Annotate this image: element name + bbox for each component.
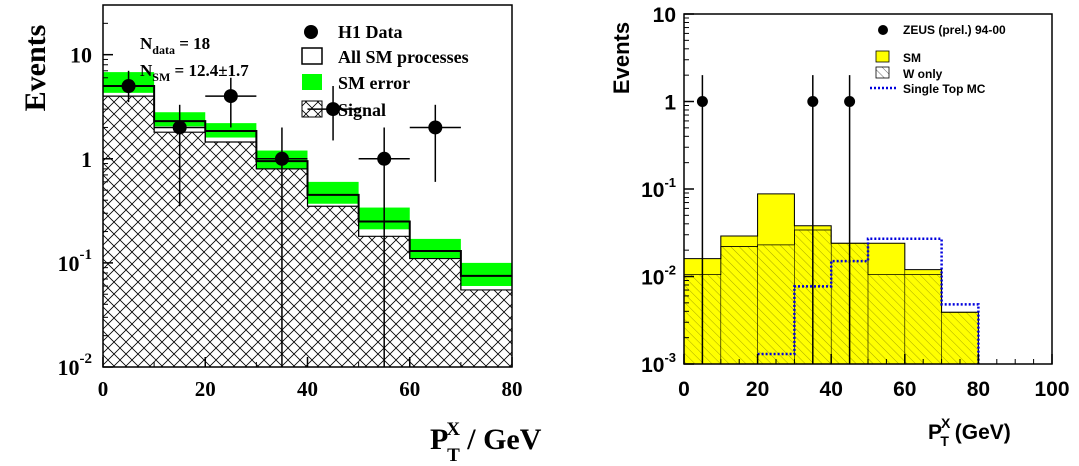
x-tick-label: 60 bbox=[893, 378, 916, 401]
y-tick-label: 10 bbox=[70, 43, 92, 68]
legend-swatch-sm-error bbox=[302, 74, 322, 90]
signal-bin bbox=[103, 96, 155, 367]
left-x-axis-label: PX T / GeV bbox=[430, 419, 542, 466]
signal-bin bbox=[205, 141, 257, 367]
y-tick-label: 1 bbox=[664, 92, 676, 115]
signal-bin bbox=[409, 258, 461, 367]
legend-swatch-sm-yellow bbox=[875, 50, 890, 63]
x-tick-label: 20 bbox=[746, 378, 769, 401]
right-legend: ZEUS (prel.) 94-00 SM W only Single Top … bbox=[870, 23, 1006, 96]
data-point bbox=[274, 151, 289, 166]
zeus-point bbox=[807, 96, 819, 107]
x-tick-label: 20 bbox=[195, 377, 216, 401]
w-only-bin bbox=[904, 274, 942, 364]
x-tick-label: 60 bbox=[399, 377, 420, 401]
y-tick-label: 10-2 bbox=[641, 263, 676, 290]
w-only-bin bbox=[757, 244, 795, 364]
data-point bbox=[121, 79, 136, 94]
data-point bbox=[326, 102, 341, 117]
nsm-annotation: NSM = 12.4±1.7 bbox=[140, 61, 249, 84]
legend-label-sm-error: SM error bbox=[338, 73, 410, 93]
sm-error-band-bin bbox=[460, 262, 512, 286]
x-tick-label: 0 bbox=[678, 378, 690, 401]
y-tick-label: 10-2 bbox=[58, 351, 93, 380]
legend-swatch-w-only bbox=[875, 66, 890, 79]
x-tick-label: 40 bbox=[820, 378, 843, 401]
x-tick-label: 80 bbox=[967, 378, 990, 401]
zeus-point bbox=[844, 96, 856, 107]
signal-bin bbox=[460, 289, 512, 367]
right-y-axis-label: Events bbox=[609, 22, 634, 94]
legend-marker-data bbox=[304, 25, 318, 39]
sm-error-band-bin bbox=[307, 181, 359, 204]
single-top-line bbox=[757, 237, 980, 364]
y-tick-label: 10-1 bbox=[641, 175, 676, 202]
legend-swatch-signal bbox=[301, 100, 323, 118]
x-tick-label: 0 bbox=[98, 377, 109, 401]
x-tick-label: 100 bbox=[1034, 378, 1069, 401]
w-only-bin bbox=[941, 312, 979, 364]
legend-label-zeus: ZEUS (prel.) 94-00 bbox=[903, 23, 1006, 37]
legend-label-signal: Signal bbox=[338, 100, 386, 120]
ndata-annotation: Ndata = 18 bbox=[140, 34, 210, 57]
x-tick-label: 80 bbox=[502, 377, 523, 401]
legend-label-w-only: W only bbox=[903, 67, 943, 81]
legend-marker-zeus bbox=[878, 25, 888, 35]
x-tick-label: 40 bbox=[297, 377, 318, 401]
y-tick-label: 10-3 bbox=[641, 350, 676, 377]
w-only-bin bbox=[720, 246, 758, 364]
right-x-axis-label: PX T (GeV) bbox=[928, 415, 1011, 449]
legend-label-single-top: Single Top MC bbox=[903, 82, 986, 96]
y-tick-label: 10-1 bbox=[58, 247, 93, 276]
sm-error-band-bin bbox=[409, 238, 461, 259]
zeus-point bbox=[696, 96, 708, 107]
legend-label-sm: All SM processes bbox=[338, 47, 469, 67]
y-tick-label: 10 bbox=[653, 4, 676, 27]
data-point bbox=[172, 120, 187, 135]
data-point bbox=[428, 120, 443, 135]
data-point bbox=[377, 151, 392, 166]
y-tick-label: 1 bbox=[81, 147, 92, 172]
right-chart: 0 20 40 60 80 100 10-3 10-2 10-1 1 10 Events PX T (… bbox=[609, 4, 1070, 449]
w-only-bin bbox=[868, 274, 905, 364]
legend-label-sm-right: SM bbox=[903, 51, 921, 65]
legend-swatch-sm bbox=[301, 47, 323, 65]
signal-bin bbox=[307, 206, 359, 367]
left-legend: H1 Data All SM processes SM error Signal bbox=[301, 22, 469, 120]
legend-label-h1-data: H1 Data bbox=[338, 22, 403, 42]
data-point bbox=[223, 89, 238, 104]
left-y-axis-label: Events bbox=[19, 25, 52, 112]
